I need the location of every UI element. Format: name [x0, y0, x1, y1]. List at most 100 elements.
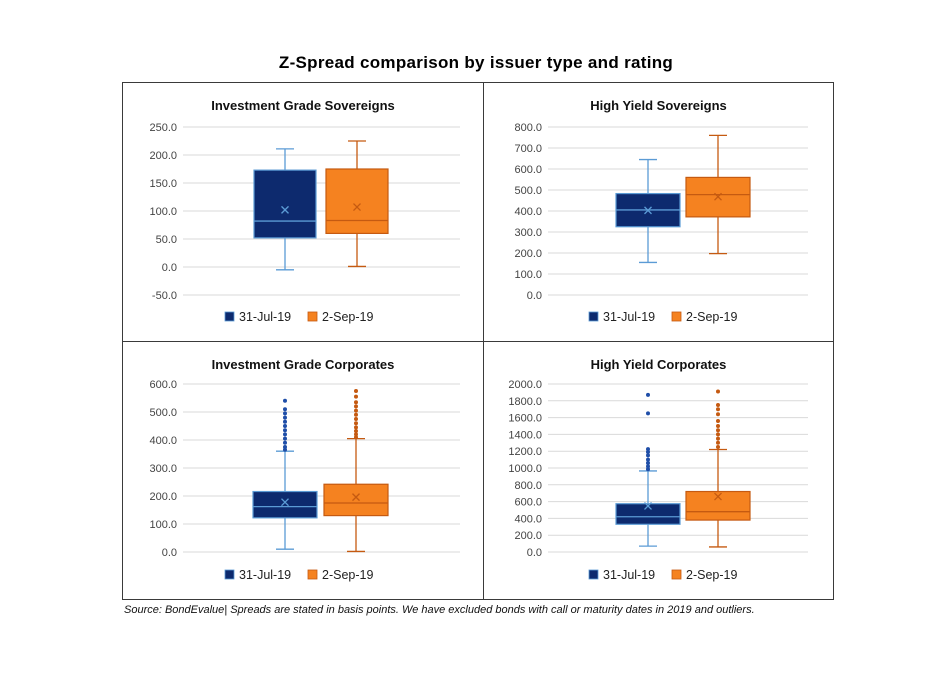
outlier-point — [716, 428, 720, 433]
y-tick-label: 500.0 — [514, 185, 542, 197]
panel-high-yield-sovereigns: High Yield Sovereigns 800.0 700.0 600.0 500.… — [514, 98, 808, 324]
outlier-point — [716, 412, 720, 417]
source-note: Source: BondEvalue| Spreads are stated i… — [124, 604, 755, 616]
outlier-point — [283, 424, 287, 428]
outlier-point — [283, 428, 287, 433]
y-tick-label: 800.0 — [514, 480, 542, 492]
outlier-point — [354, 408, 358, 413]
outlier-point — [283, 440, 287, 445]
box-1 — [252, 490, 318, 519]
outlier-point — [716, 407, 720, 412]
outlier-point — [716, 389, 720, 394]
outlier-point — [646, 457, 650, 462]
y-tick-label: 400.0 — [514, 513, 542, 525]
outlier-point — [354, 432, 358, 437]
panel-title: High Yield Sovereigns — [590, 98, 727, 113]
legend-swatch — [588, 569, 599, 580]
y-tick-label: 300.0 — [514, 227, 542, 239]
y-tick-label: 300.0 — [149, 463, 177, 475]
outlier-point — [646, 453, 650, 458]
y-tick-label: 250.0 — [149, 122, 177, 134]
outlier-point — [354, 425, 358, 430]
panel-title: Investment Grade Corporates — [212, 357, 395, 372]
y-tick-label: 700.0 — [514, 143, 542, 155]
mean-marker — [352, 493, 360, 502]
panel-title: High Yield Corporates — [591, 357, 727, 372]
panel-high-yield-corporates: High Yield Corporates 2000.0 1800.0 1600.0 1… — [508, 357, 808, 582]
y-tick-label: 200.0 — [149, 491, 177, 503]
y-tick-label: 600.0 — [514, 164, 542, 176]
legend-swatch — [588, 311, 599, 322]
y-tick-label: 600.0 — [149, 379, 177, 391]
outlier-point — [646, 464, 650, 469]
outlier-point — [716, 440, 720, 445]
outlier-point — [354, 421, 358, 426]
outlier-point — [646, 467, 650, 472]
y-tick-label: 100.0 — [149, 206, 177, 218]
chart-title: Z-Spread comparison by issuer type and r… — [278, 53, 674, 72]
mean-marker — [644, 206, 652, 215]
legend-label: 2-Sep-19 — [686, 310, 737, 324]
outlier-point — [283, 436, 287, 441]
outlier-point — [283, 398, 287, 403]
y-tick-label: 800.0 — [514, 122, 542, 134]
legend-swatch — [224, 311, 235, 322]
outlier-point — [354, 429, 358, 434]
y-tick-label: 0.0 — [527, 290, 542, 302]
box-1 — [253, 169, 317, 239]
y-tick-label: 1200.0 — [508, 446, 542, 458]
legend-label: 31-Jul-19 — [603, 310, 655, 324]
legend-swatch — [224, 569, 235, 580]
y-tick-label: 400.0 — [514, 206, 542, 218]
y-tick-label: 200.0 — [514, 530, 542, 542]
outlier-point — [716, 403, 720, 407]
legend-label: 2-Sep-19 — [322, 310, 373, 324]
outlier-point — [716, 424, 720, 428]
box-2 — [325, 168, 389, 235]
outlier-point — [716, 418, 720, 423]
y-tick-label: -50.0 — [152, 290, 177, 302]
box-1 — [615, 503, 681, 525]
panel-investment-grade-sovereigns: Investment Grade Sovereigns 250.0 200.0 150… — [149, 98, 460, 324]
outlier-point — [283, 447, 287, 452]
mean-marker — [353, 203, 361, 212]
panel-divider-horizontal — [122, 341, 834, 342]
outlier-point — [716, 445, 720, 449]
outlier-point — [646, 411, 650, 416]
outlier-point — [283, 407, 287, 412]
legend-swatch — [671, 311, 682, 322]
legend-label: 2-Sep-19 — [686, 568, 737, 582]
legend-swatch — [671, 569, 682, 580]
legend-label: 31-Jul-19 — [239, 568, 291, 582]
y-tick-label: 1000.0 — [508, 463, 542, 475]
mean-marker — [714, 492, 722, 501]
outlier-point — [354, 412, 358, 417]
y-tick-label: 400.0 — [149, 435, 177, 447]
y-tick-label: 1600.0 — [508, 413, 542, 425]
mean-marker — [281, 205, 289, 214]
box-2 — [323, 483, 389, 517]
outlier-point — [283, 419, 287, 424]
box-2 — [685, 176, 751, 218]
legend-swatch — [307, 311, 318, 322]
y-tick-label: 150.0 — [149, 178, 177, 190]
outlier-point — [354, 394, 358, 399]
outlier-point — [646, 460, 650, 465]
y-tick-label: 200.0 — [149, 150, 177, 162]
y-tick-label: 100.0 — [514, 269, 542, 281]
outlier-point — [716, 432, 720, 437]
y-tick-label: 0.0 — [527, 547, 542, 559]
outlier-point — [354, 435, 358, 440]
y-tick-label: 0.0 — [162, 262, 177, 274]
y-tick-label: 2000.0 — [508, 379, 542, 391]
outlier-point — [283, 415, 287, 420]
legend-label: 31-Jul-19 — [603, 568, 655, 582]
y-tick-label: 200.0 — [514, 248, 542, 260]
outlier-point — [646, 450, 650, 455]
outlier-point — [354, 389, 358, 393]
outlier-point — [354, 400, 358, 405]
outlier-point — [716, 436, 720, 441]
outlier-point — [646, 447, 650, 452]
y-tick-label: 600.0 — [514, 497, 542, 509]
y-tick-label: 500.0 — [149, 407, 177, 419]
